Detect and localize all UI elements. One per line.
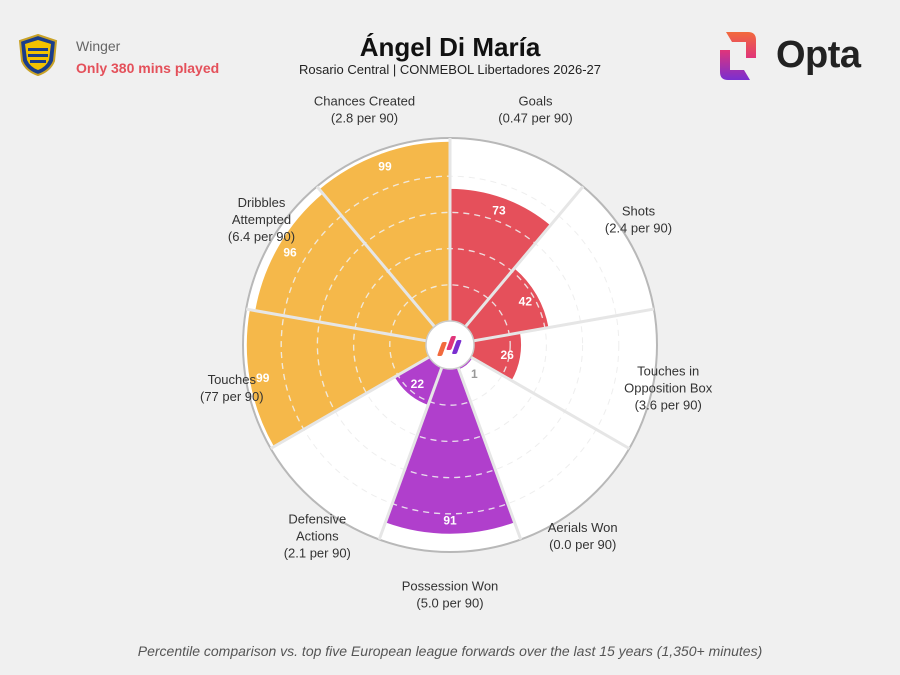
center-logo-bar <box>437 342 447 356</box>
category-per90-value: (0.47 per 90) <box>498 111 572 126</box>
category-name: Possession Won <box>402 579 499 594</box>
radar-category-label: Touches in Opposition Box (3.6 per 90) <box>624 363 713 412</box>
radar-value-label: 26 <box>500 348 514 362</box>
category-name: Dribbles <box>238 195 286 210</box>
category-per90-value: (77 per 90) <box>200 389 264 404</box>
radar-category-label: Aerials Won (0.0 per 90) <box>548 520 618 552</box>
radar-bar <box>450 188 551 327</box>
radar-value-label: 91 <box>443 514 457 528</box>
category-per90-value: (2.1 per 90) <box>284 546 351 561</box>
category-per90-value: (5.0 per 90) <box>416 596 483 611</box>
radar-category-label: Defensive Actions (2.1 per 90) <box>284 512 351 561</box>
radar-bar <box>385 367 515 534</box>
category-name: Actions <box>296 529 339 544</box>
player-role: Winger <box>76 38 121 54</box>
radar-spoke <box>269 355 430 450</box>
radar-category-label: Possession Won (5.0 per 90) <box>402 579 499 611</box>
radar-bar <box>255 193 435 341</box>
minutes-played-note: Only 380 mins played <box>76 60 220 76</box>
chart-subtitle: Rosario Central | CONMEBOL Libertadores … <box>298 62 602 77</box>
radar-category-label: Dribbles Attempted (6.4 per 90) <box>228 195 295 244</box>
category-per90-value: (0.0 per 90) <box>549 537 616 552</box>
radar-value-label: 1 <box>471 367 478 381</box>
radar-bar <box>319 141 450 327</box>
category-name: Opposition Box <box>624 380 713 395</box>
radar-value-label: 96 <box>283 246 297 260</box>
radar-bar <box>465 268 549 341</box>
category-per90-value: (2.8 per 90) <box>331 111 398 126</box>
radar-spoke <box>456 367 523 541</box>
radar-spoke <box>245 307 427 343</box>
category-name: Attempted <box>232 212 291 227</box>
category-name: Defensive <box>288 512 346 527</box>
radar-gridline <box>316 211 584 479</box>
radar-gridline-shadow <box>389 284 511 406</box>
center-logo-bar <box>446 336 456 350</box>
category-per90-value: (6.4 per 90) <box>228 229 295 244</box>
center-logo-icon <box>437 336 462 356</box>
center-logo-bar <box>452 340 462 354</box>
opta-brand: Opta <box>776 34 861 76</box>
radar-value-label: 99 <box>256 371 270 385</box>
radar-gridline <box>389 284 511 406</box>
radar-category-label: Shots (2.4 per 90) <box>605 204 672 236</box>
radar-gridline-shadow <box>316 211 584 479</box>
category-name: Touches <box>208 372 257 387</box>
radar-value-label: 22 <box>411 377 425 391</box>
chart-title: Ángel Di María <box>359 32 541 62</box>
club-crest-icon <box>18 34 58 76</box>
radar-spoke <box>377 367 444 541</box>
radar-spoke <box>464 185 585 328</box>
radar-spoke <box>473 307 655 343</box>
radar-bar <box>394 357 442 405</box>
radar-category-label: Touches (77 per 90) <box>200 372 264 404</box>
category-name: Touches in <box>637 363 699 378</box>
category-name: Shots <box>622 204 656 219</box>
radar-category-label: Chances Created (2.8 per 90) <box>314 94 415 126</box>
category-name: Aerials Won <box>548 520 618 535</box>
radar-bar <box>246 309 430 447</box>
radar-category-label: Goals (0.47 per 90) <box>498 94 572 126</box>
category-name: Chances Created <box>314 94 415 109</box>
category-per90-value: (3.6 per 90) <box>635 397 702 412</box>
category-per90-value: (2.4 per 90) <box>605 221 672 236</box>
radar-spoke <box>315 185 436 328</box>
radar-bar <box>470 332 522 381</box>
opta-logo-icon <box>720 32 756 80</box>
radar-value-label: 73 <box>492 204 506 218</box>
footer-note: Percentile comparison vs. top five Europ… <box>137 643 763 659</box>
radar-spoke <box>470 355 631 450</box>
radar-value-label: 42 <box>519 294 533 308</box>
radar-value-label: 99 <box>378 159 392 173</box>
category-name: Goals <box>519 94 553 109</box>
